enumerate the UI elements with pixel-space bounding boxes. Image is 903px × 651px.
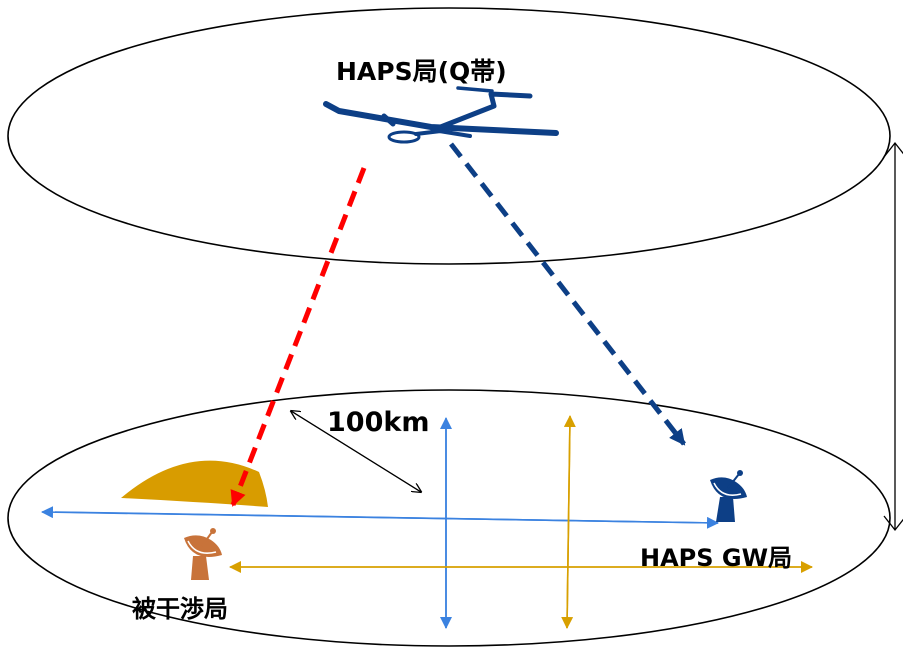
interfered-dish-icon [184, 528, 222, 580]
gateway-dish-icon [710, 470, 747, 522]
blue-horizontal-axis-start [41, 506, 719, 524]
gold-vertical-axis-start [563, 415, 576, 629]
haps-station-label: HAPS局(Q帯) [336, 57, 507, 86]
interfered-station-label: 被干渉局 [132, 595, 228, 623]
distance-arrow-start [291, 411, 422, 493]
altitude-indicator [883, 141, 903, 532]
feeder-link [449, 142, 686, 446]
haps-aircraft-icon [323, 86, 559, 144]
haps-altitude-plane [7, 7, 891, 265]
gateway-station-label: HAPS GW局 [640, 544, 793, 572]
interference-link [230, 167, 367, 507]
distance-label: 100km [327, 407, 430, 438]
